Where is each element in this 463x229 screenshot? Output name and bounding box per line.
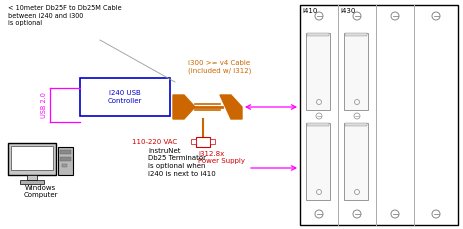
Text: USB 2.0: USB 2.0	[41, 92, 47, 118]
Bar	[62, 164, 67, 167]
Text: 110-220 VAC: 110-220 VAC	[132, 139, 177, 145]
Bar	[344, 123, 368, 200]
Bar	[80, 78, 170, 116]
Bar	[196, 137, 210, 147]
Bar	[60, 157, 71, 161]
Bar	[300, 5, 458, 225]
Bar	[345, 123, 367, 126]
Bar	[345, 33, 367, 36]
Bar	[58, 147, 73, 175]
Bar	[20, 180, 44, 184]
Polygon shape	[173, 95, 195, 119]
Bar	[210, 139, 215, 144]
Bar	[306, 123, 330, 200]
Text: Windows
Computer: Windows Computer	[23, 185, 58, 199]
Text: instruNet
Db25 Terminator
is optional when
i240 is next to i410: instruNet Db25 Terminator is optional wh…	[148, 148, 216, 177]
Bar	[8, 143, 56, 175]
Text: < 10meter Db25F to Db25M Cable
between i240 and i300
is optional: < 10meter Db25F to Db25M Cable between i…	[8, 5, 122, 26]
Bar	[307, 33, 329, 36]
Bar	[307, 123, 329, 126]
Text: i240 USB
Controller: i240 USB Controller	[108, 90, 142, 104]
Text: i410: i410	[302, 8, 317, 14]
Text: i312.8x
Power Supply: i312.8x Power Supply	[198, 151, 245, 164]
Text: i300 >= v4 Cable
(included w/ i312): i300 >= v4 Cable (included w/ i312)	[188, 60, 251, 74]
Bar	[27, 175, 37, 180]
Text: i430: i430	[340, 8, 356, 14]
Polygon shape	[220, 95, 242, 119]
Bar	[60, 150, 71, 154]
Bar	[306, 33, 330, 110]
Bar	[191, 139, 196, 144]
Bar	[11, 146, 53, 170]
Bar	[344, 33, 368, 110]
